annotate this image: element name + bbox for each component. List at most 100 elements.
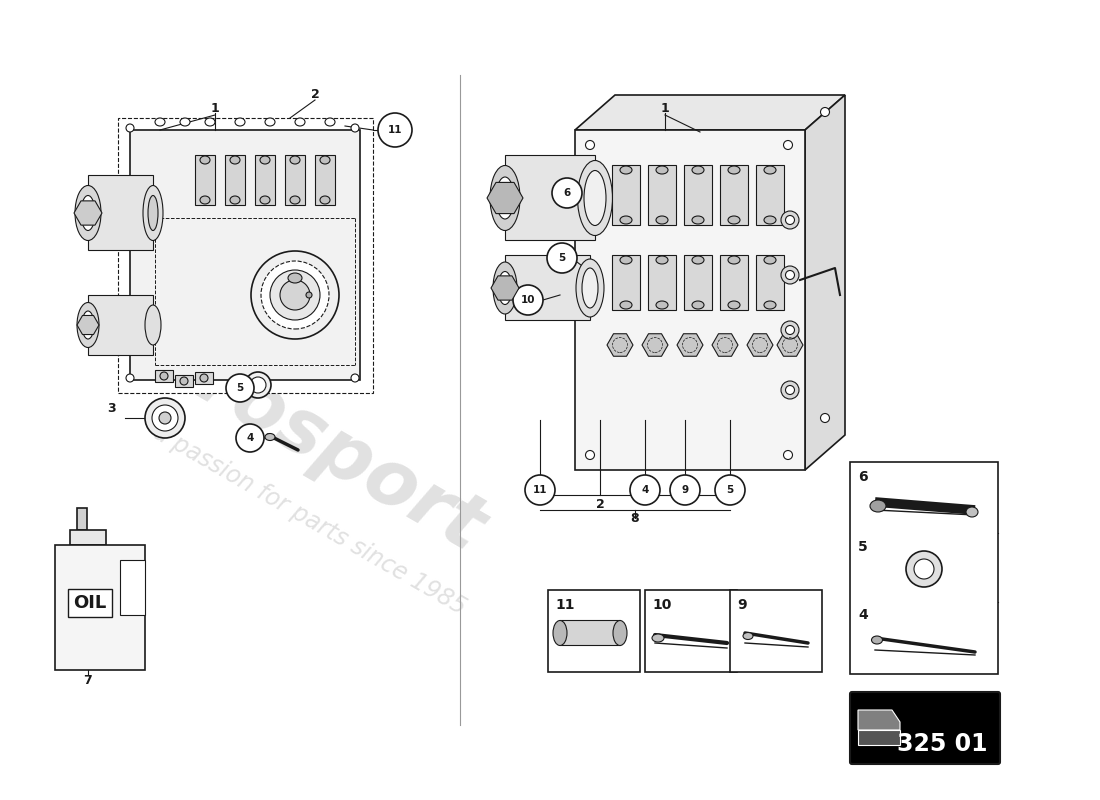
- Text: 4: 4: [246, 433, 254, 443]
- Ellipse shape: [620, 166, 632, 174]
- Text: 5: 5: [726, 485, 734, 495]
- Ellipse shape: [785, 215, 794, 225]
- Ellipse shape: [320, 156, 330, 164]
- Ellipse shape: [585, 141, 594, 150]
- Polygon shape: [491, 276, 519, 300]
- Bar: [195, 155, 214, 205]
- Ellipse shape: [585, 450, 594, 459]
- Bar: [560, 620, 620, 645]
- Ellipse shape: [578, 161, 613, 235]
- Ellipse shape: [200, 374, 208, 382]
- Ellipse shape: [728, 166, 740, 174]
- Text: 11: 11: [556, 598, 574, 612]
- Ellipse shape: [230, 196, 240, 204]
- Bar: [548, 590, 640, 672]
- Bar: [720, 255, 748, 310]
- Ellipse shape: [251, 251, 339, 339]
- Ellipse shape: [200, 156, 210, 164]
- Ellipse shape: [77, 302, 99, 347]
- Bar: [648, 255, 676, 310]
- Bar: [88, 175, 153, 250]
- Bar: [55, 545, 145, 670]
- Circle shape: [378, 113, 412, 147]
- Ellipse shape: [692, 301, 704, 309]
- Ellipse shape: [230, 156, 240, 164]
- Text: 325 01: 325 01: [896, 732, 988, 756]
- Polygon shape: [777, 334, 803, 356]
- Ellipse shape: [295, 118, 305, 126]
- Polygon shape: [858, 710, 900, 730]
- Ellipse shape: [728, 216, 740, 224]
- Ellipse shape: [180, 118, 190, 126]
- Ellipse shape: [656, 216, 668, 224]
- Ellipse shape: [152, 405, 178, 431]
- Bar: [612, 165, 640, 225]
- Bar: [756, 255, 784, 310]
- Bar: [118, 118, 373, 393]
- Circle shape: [670, 475, 700, 505]
- Bar: [226, 155, 245, 205]
- Ellipse shape: [160, 412, 170, 424]
- Bar: [648, 165, 676, 225]
- Ellipse shape: [265, 434, 275, 441]
- Text: a passion for parts since 1985: a passion for parts since 1985: [150, 420, 471, 620]
- Ellipse shape: [781, 321, 799, 339]
- Text: 9: 9: [737, 598, 747, 612]
- Ellipse shape: [783, 450, 792, 459]
- Bar: [120, 560, 145, 615]
- Bar: [730, 590, 822, 672]
- Bar: [684, 255, 712, 310]
- Ellipse shape: [764, 256, 776, 264]
- Ellipse shape: [584, 170, 606, 226]
- Polygon shape: [487, 182, 522, 214]
- Ellipse shape: [81, 195, 95, 230]
- Text: 2: 2: [595, 498, 604, 511]
- Text: 11: 11: [532, 485, 548, 495]
- Ellipse shape: [245, 372, 271, 398]
- Text: 10: 10: [520, 295, 536, 305]
- Ellipse shape: [652, 634, 664, 642]
- Ellipse shape: [742, 633, 754, 639]
- Text: 9: 9: [681, 485, 689, 495]
- Polygon shape: [642, 334, 668, 356]
- Ellipse shape: [235, 118, 245, 126]
- Ellipse shape: [914, 559, 934, 579]
- Bar: [155, 370, 173, 382]
- Circle shape: [552, 178, 582, 208]
- Ellipse shape: [498, 271, 512, 305]
- Ellipse shape: [576, 259, 604, 317]
- Ellipse shape: [553, 621, 566, 646]
- Text: OIL: OIL: [74, 594, 107, 612]
- Ellipse shape: [821, 107, 829, 117]
- Polygon shape: [747, 334, 773, 356]
- Ellipse shape: [351, 374, 359, 382]
- Bar: [88, 295, 153, 355]
- Ellipse shape: [205, 118, 214, 126]
- Polygon shape: [607, 334, 632, 356]
- Circle shape: [715, 475, 745, 505]
- Ellipse shape: [320, 196, 330, 204]
- Bar: [77, 508, 87, 530]
- Ellipse shape: [764, 216, 776, 224]
- Ellipse shape: [260, 196, 270, 204]
- Circle shape: [525, 475, 556, 505]
- Bar: [645, 590, 737, 672]
- Polygon shape: [858, 730, 900, 745]
- Circle shape: [226, 374, 254, 402]
- Ellipse shape: [785, 326, 794, 334]
- Ellipse shape: [785, 386, 794, 394]
- Ellipse shape: [613, 621, 627, 646]
- Ellipse shape: [620, 256, 632, 264]
- Circle shape: [236, 424, 264, 452]
- Ellipse shape: [764, 166, 776, 174]
- Text: 6: 6: [563, 188, 571, 198]
- Ellipse shape: [966, 507, 978, 517]
- Polygon shape: [805, 95, 845, 470]
- Ellipse shape: [288, 273, 302, 283]
- Ellipse shape: [656, 166, 668, 174]
- Ellipse shape: [870, 500, 886, 512]
- Ellipse shape: [728, 301, 740, 309]
- Ellipse shape: [265, 118, 275, 126]
- Ellipse shape: [656, 256, 668, 264]
- Ellipse shape: [781, 266, 799, 284]
